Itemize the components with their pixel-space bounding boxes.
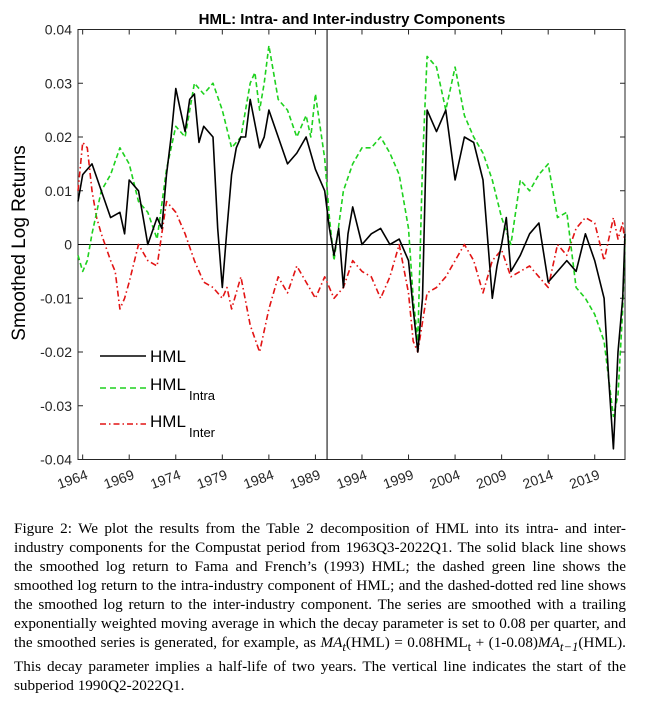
- series-line-hml-inter: [77, 141, 626, 353]
- x-tick-label: 2009: [474, 466, 509, 492]
- x-tick-label: 1979: [195, 466, 230, 492]
- x-tick-label: 2014: [520, 466, 555, 492]
- x-tick-label: 1969: [101, 466, 136, 492]
- y-tick-label: 0.01: [45, 183, 72, 199]
- x-tick-label: 1989: [288, 466, 323, 492]
- x-tick-label: 1974: [148, 466, 183, 492]
- legend-hml-label: HML: [150, 347, 186, 366]
- series-line-hml: [77, 87, 626, 450]
- legend-intra-sub: Intra: [189, 388, 216, 403]
- y-tick-label: -0.03: [40, 398, 72, 414]
- series-layer: [77, 44, 626, 450]
- legend: HML HML Intra HML Inter: [100, 347, 216, 440]
- y-tick-label: 0: [64, 237, 72, 253]
- x-axis: 1964 1969 1974 1979 1984 1989 1994 1999 2004 2009…: [55, 29, 602, 492]
- y-tick-label: -0.01: [40, 290, 72, 306]
- x-tick-label: 2004: [427, 466, 462, 492]
- x-tick-label: 1994: [334, 466, 369, 492]
- y-axis: -0.04 -0.03 -0.02 -0.01 0 0.01 0.02 0.03 0.04: [40, 22, 625, 468]
- chart-title: HML: Intra- and Inter-industry Component…: [199, 11, 506, 28]
- chart: HML: Intra- and Inter-industry Component…: [9, 11, 626, 492]
- x-tick-label: 1984: [241, 466, 276, 492]
- y-tick-label: 0.03: [45, 75, 72, 91]
- series-line-hml-intra: [77, 44, 626, 418]
- legend-inter-label: HML: [150, 412, 186, 431]
- figure-caption: Figure 2: We plot the results from the T…: [14, 519, 626, 695]
- y-tick-label: 0.02: [45, 129, 72, 145]
- y-tick-label: 0.04: [45, 22, 72, 38]
- y-tick-label: -0.04: [40, 452, 72, 468]
- x-tick-label: 2019: [567, 466, 602, 492]
- y-axis-label: Smoothed Log Returns: [9, 145, 30, 340]
- x-tick-label: 1999: [381, 466, 416, 492]
- x-tick-label: 1964: [55, 466, 90, 492]
- legend-intra-label: HML: [150, 375, 186, 394]
- legend-inter-sub: Inter: [189, 425, 216, 440]
- y-tick-label: -0.02: [40, 344, 72, 360]
- caption-text: We plot the results from the Table 2 dec…: [14, 520, 626, 695]
- caption-label: Figure 2:: [14, 520, 72, 537]
